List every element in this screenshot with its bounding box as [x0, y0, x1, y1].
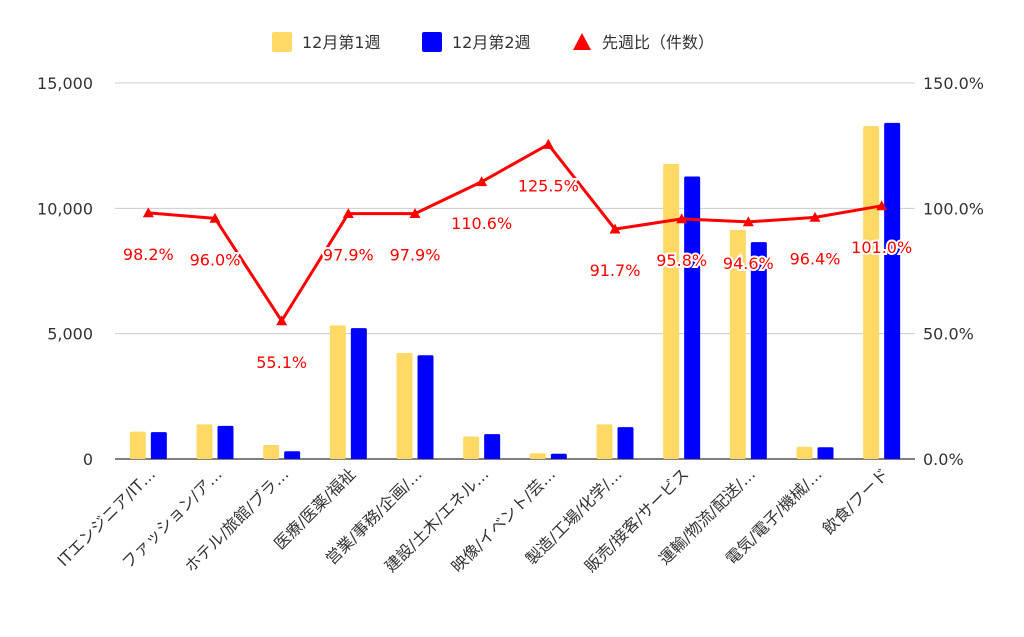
y-left-tick-label: 0 — [83, 450, 93, 469]
y-right-tick-label: 0.0% — [923, 450, 964, 469]
bar-week1 — [796, 446, 813, 459]
ratio-marker-triangle — [876, 200, 888, 211]
legend: 12月第1週 12月第2週 先週比（件数） — [272, 32, 714, 52]
bar-week2 — [884, 122, 901, 459]
ratio-marker-triangle — [342, 208, 354, 218]
bar-week2 — [350, 328, 367, 459]
legend-swatch-ratio — [573, 33, 591, 50]
ratio-data-label: 101.0% — [851, 238, 912, 257]
axes: 05,00010,00015,0000.0%50.0%100.0%150.0%I… — [37, 74, 984, 576]
bars — [129, 122, 901, 460]
ratio-marker-triangle — [276, 315, 288, 326]
gridlines — [115, 82, 915, 460]
bar-week2 — [484, 434, 501, 459]
bar-week1 — [529, 453, 546, 459]
y-left-tick-label: 5,000 — [47, 325, 93, 344]
ratio-marker-triangle — [676, 213, 688, 224]
y-right-tick-label: 50.0% — [923, 325, 974, 344]
ratio-data-label: 95.8% — [656, 251, 707, 270]
ratio-data-label: 96.4% — [790, 249, 841, 268]
y-left-tick-label: 15,000 — [37, 74, 93, 93]
bar-week2 — [417, 355, 434, 459]
bar-week1 — [663, 163, 680, 459]
bar-week2 — [617, 427, 634, 459]
bar-week1 — [329, 325, 346, 459]
ratio-line: 98.2% 96.0% 55.1% 97.9% 97.9% 110.6% 125.5% 91.… — [121, 138, 914, 374]
ratio-data-label: 55.1% — [256, 353, 307, 372]
bar-week1 — [596, 424, 613, 459]
ratio-line-path — [148, 142, 882, 323]
bar-week1 — [263, 444, 280, 459]
ratio-marker-triangle — [142, 207, 154, 218]
bar-week2 — [750, 242, 767, 459]
ratio-data-label: 97.9% — [323, 246, 374, 265]
ratio-marker-triangle — [809, 211, 821, 222]
bar-week2 — [217, 425, 234, 459]
y-left-tick-label: 10,000 — [37, 199, 93, 218]
bar-week1 — [863, 126, 880, 459]
ratio-data-label: 110.6% — [451, 214, 512, 233]
bar-week2 — [684, 176, 701, 460]
ratio-data-label: 94.6% — [723, 254, 774, 273]
bar-week2 — [550, 453, 567, 459]
ratio-marker-triangle — [209, 212, 221, 223]
ratio-data-label: 125.5% — [518, 176, 579, 195]
ratio-data-label: 91.7% — [590, 261, 641, 280]
legend-label: 12月第2週 — [452, 33, 531, 52]
legend-label: 先週比（件数） — [602, 33, 714, 52]
legend-label: 12月第1週 — [302, 33, 381, 52]
bar-week1 — [463, 436, 480, 459]
bar-week2 — [817, 447, 834, 459]
ratio-data-label: 97.9% — [390, 246, 441, 265]
bar-week1 — [196, 424, 213, 459]
y-right-tick-label: 100.0% — [923, 199, 984, 218]
ratio-marker-triangle — [609, 223, 621, 234]
bar-week2 — [150, 432, 167, 459]
ratio-marker-triangle — [476, 176, 488, 187]
ratio-data-label: 98.2% — [123, 245, 174, 264]
bar-week2 — [284, 451, 301, 459]
legend-swatch-week1 — [272, 32, 292, 52]
bar-week1 — [729, 229, 746, 459]
bar-week1 — [396, 352, 413, 459]
ratio-data-label: 96.0% — [190, 250, 241, 269]
y-right-tick-label: 150.0% — [923, 74, 984, 93]
bar-week1 — [129, 431, 146, 459]
ratio-marker-triangle — [742, 216, 754, 227]
ratio-marker-triangle — [409, 208, 421, 218]
ratio-marker-triangle — [542, 138, 554, 149]
legend-swatch-week2 — [422, 32, 442, 52]
x-category-label: 飲食/フード — [819, 464, 893, 538]
